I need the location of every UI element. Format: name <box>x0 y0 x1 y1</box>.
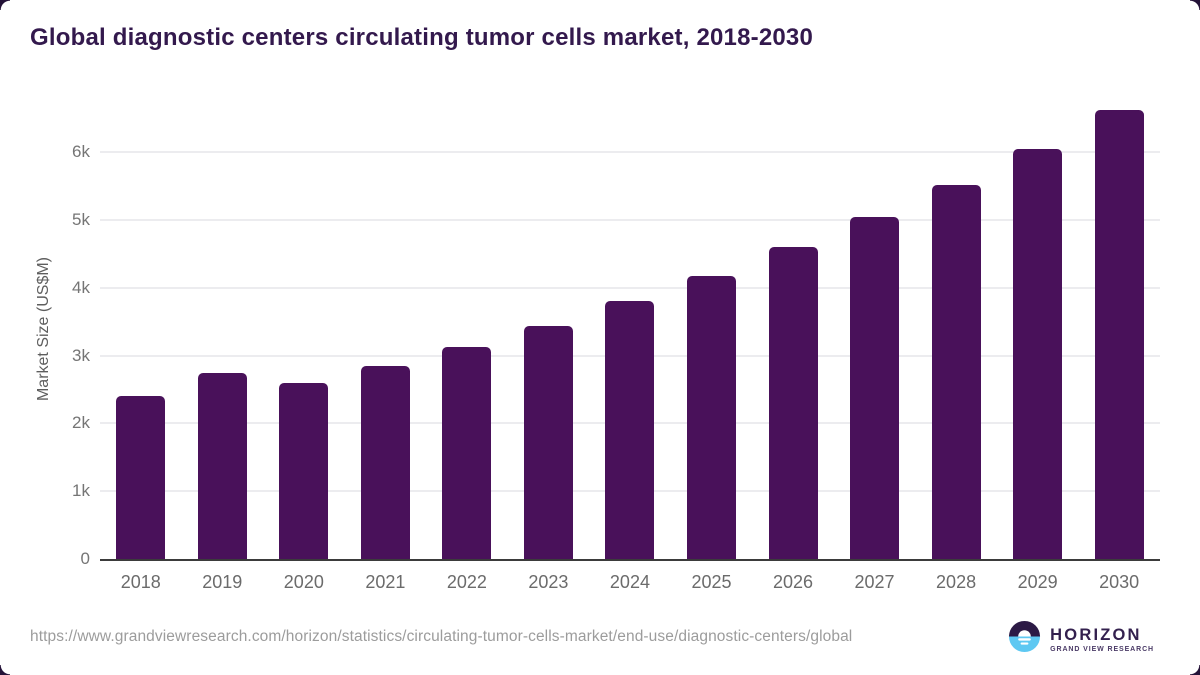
gridline <box>100 151 1160 154</box>
x-tick-label: 2021 <box>365 572 406 592</box>
x-axis-line <box>100 559 1160 561</box>
rounded-corner <box>0 665 10 675</box>
bar-column <box>345 98 427 559</box>
bar-column <box>589 98 671 559</box>
gridline <box>100 286 1160 289</box>
plot-area <box>100 98 1160 561</box>
logo-name: HORIZON <box>1050 625 1142 644</box>
bar-2023 <box>523 325 573 559</box>
bar-column <box>1078 98 1160 559</box>
bar-2028 <box>931 184 981 559</box>
bar-2020 <box>279 382 329 559</box>
chart-area: Market Size (US$M) 0 1k 2k 3k 4k 5k 6k 2018 201… <box>30 98 1160 592</box>
bar-column <box>834 98 916 559</box>
bar-column <box>182 98 264 559</box>
bar-column <box>752 98 834 559</box>
x-tick-label: 2023 <box>528 572 569 592</box>
x-tick-label: 2018 <box>120 572 161 592</box>
x-axis-labels: 2018 2019 2020 2021 2022 2023 2024 2025 2026 2027… <box>100 572 1160 593</box>
y-tick-label: 5k <box>72 210 90 230</box>
logo-text: HORIZON GRAND VIEW RESEARCH <box>1050 626 1154 653</box>
y-tick-label: 2k <box>72 413 90 433</box>
x-tick-label: 2024 <box>609 572 650 592</box>
x-tick-label: 2019 <box>202 572 243 592</box>
x-tick-label: 2030 <box>1099 572 1140 592</box>
bar-2024 <box>605 301 655 559</box>
y-tick-label: 6k <box>72 142 90 162</box>
y-tick-label: 4k <box>72 277 90 297</box>
bar-column <box>100 98 182 559</box>
y-tick-label: 0 <box>80 549 90 568</box>
x-tick-label: 2028 <box>936 572 977 592</box>
chart-title: Global diagnostic centers circulating tu… <box>30 24 814 51</box>
bar-column <box>915 98 997 559</box>
y-tick-label: 3k <box>72 345 90 365</box>
bar-2030 <box>1094 109 1144 559</box>
bar-2019 <box>197 373 247 559</box>
bar-column <box>508 98 590 559</box>
x-tick-label: 2020 <box>283 572 324 592</box>
gridline <box>100 219 1160 222</box>
bar-2029 <box>1013 148 1063 559</box>
y-tick-label: 1k <box>72 481 90 501</box>
x-tick-label: 2026 <box>772 572 814 592</box>
logo-tagline: GRAND VIEW RESEARCH <box>1050 645 1154 653</box>
bar-column <box>671 98 753 559</box>
bars-row <box>100 98 1160 559</box>
y-axis-ticks: 0 1k 2k 3k 4k 5k 6k <box>30 98 90 568</box>
bar-column <box>997 98 1079 559</box>
source-url: https://www.grandviewresearch.com/horizo… <box>30 628 853 645</box>
bar-2027 <box>850 216 900 559</box>
rounded-corner <box>1190 665 1200 675</box>
x-tick-label: 2027 <box>854 572 895 592</box>
x-tick-label: 2022 <box>446 572 487 592</box>
bar-column <box>426 98 508 559</box>
bar-2018 <box>116 395 166 559</box>
bar-2025 <box>686 275 736 559</box>
bar-2026 <box>768 247 818 559</box>
rounded-corner <box>1190 0 1200 10</box>
horizon-logo: HORIZON GRAND VIEW RESEARCH <box>1008 620 1154 658</box>
bar-2021 <box>360 366 410 559</box>
sun-horizon-icon <box>1008 620 1041 658</box>
bar-column <box>263 98 345 559</box>
x-tick-label: 2025 <box>691 572 732 592</box>
x-tick-label: 2029 <box>1017 572 1058 592</box>
bar-2022 <box>442 346 492 559</box>
rounded-corner <box>0 0 10 10</box>
